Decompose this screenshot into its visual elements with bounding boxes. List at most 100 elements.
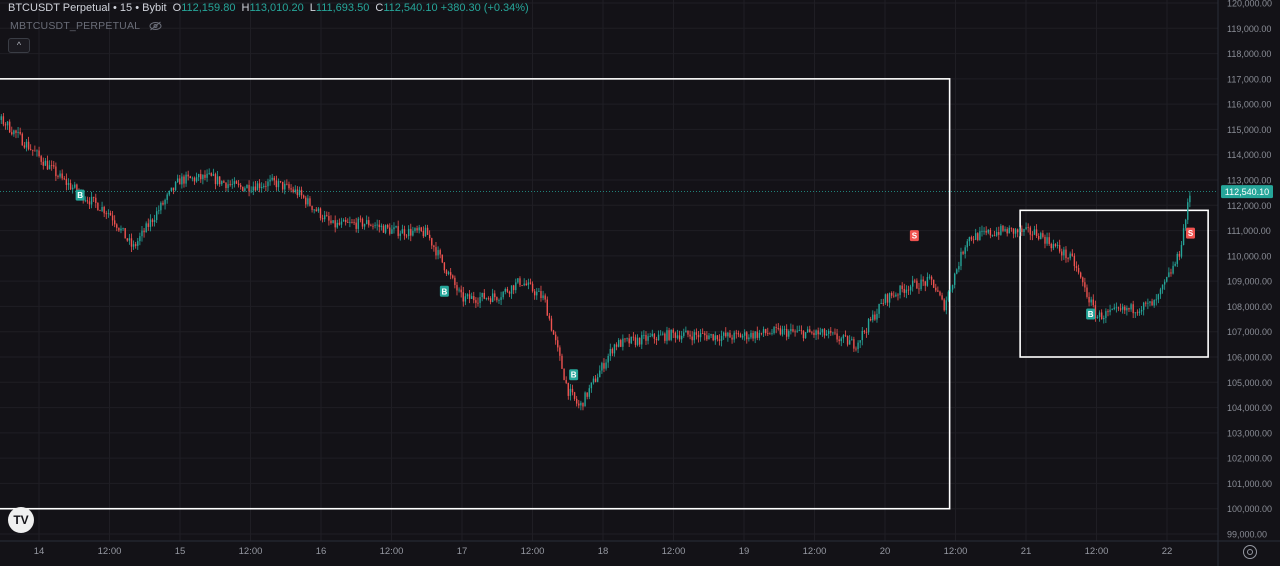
candle-body xyxy=(118,227,120,231)
candle-body xyxy=(2,116,5,125)
candle-body xyxy=(1084,282,1086,288)
candle-body xyxy=(1094,305,1097,319)
candle-body xyxy=(412,230,414,236)
candle-body xyxy=(1124,306,1126,311)
candle-body xyxy=(357,218,359,229)
symbol-name[interactable]: BTCUSDT Perpetual xyxy=(8,2,110,14)
candle-body xyxy=(422,230,425,237)
candle-body xyxy=(107,212,110,214)
candle-body xyxy=(655,338,658,341)
candle-body xyxy=(368,220,370,226)
candle-body xyxy=(176,178,179,182)
candle-body xyxy=(67,183,70,185)
y-tick-label: 111,000.00 xyxy=(1227,226,1271,236)
candle-body xyxy=(544,295,546,300)
candle-body xyxy=(1174,263,1176,266)
candle-body xyxy=(653,333,656,339)
candle-body xyxy=(903,288,905,293)
candle-body xyxy=(1103,318,1105,320)
candle-body xyxy=(987,229,989,233)
candle-body xyxy=(134,244,137,246)
candle-body xyxy=(466,294,469,297)
candle-body xyxy=(1096,316,1099,319)
candle-body xyxy=(882,303,884,304)
candle-body xyxy=(1132,304,1134,314)
candle-body xyxy=(645,334,647,341)
candle-body xyxy=(611,348,614,354)
y-tick-label: 108,000.00 xyxy=(1227,302,1272,312)
candle-body xyxy=(456,285,458,291)
candle-body xyxy=(233,181,236,185)
gear-icon[interactable] xyxy=(1243,545,1257,559)
candle-body xyxy=(464,296,467,302)
candle-body xyxy=(416,228,418,231)
candle-body xyxy=(626,338,628,340)
candle-body xyxy=(1050,243,1052,249)
candle-body xyxy=(1119,308,1122,310)
candle-body xyxy=(813,332,815,335)
candle-body xyxy=(372,225,374,227)
candle-body xyxy=(1069,253,1071,259)
x-tick-label: 20 xyxy=(880,546,891,557)
candle-body xyxy=(1180,244,1183,257)
candle-body xyxy=(76,184,78,192)
candle-body xyxy=(99,210,101,212)
candle-body xyxy=(529,282,532,284)
candle-body xyxy=(811,332,813,334)
candle-body xyxy=(449,272,452,276)
candle-body xyxy=(15,130,17,133)
candle-body xyxy=(1113,307,1115,309)
indicator-row: MBTCUSDT_PERPETUAL xyxy=(10,20,162,34)
x-tick-label: 12:00 xyxy=(380,546,404,557)
y-tick-label: 115,000.00 xyxy=(1227,125,1271,135)
candle-body xyxy=(1023,229,1025,232)
candle-body xyxy=(116,224,118,228)
candle-body xyxy=(746,332,748,340)
candle-body xyxy=(958,266,960,270)
candle-body xyxy=(170,187,173,191)
indicator-label[interactable]: MBTCUSDT_PERPETUAL xyxy=(10,20,140,32)
candle-body xyxy=(1159,289,1162,295)
candle-body xyxy=(977,233,979,241)
candle-body xyxy=(63,178,65,180)
candle-body xyxy=(622,338,624,347)
candle-body xyxy=(1100,312,1103,320)
chevron-up-icon[interactable]: ^ xyxy=(8,38,30,53)
candle-body xyxy=(935,287,937,291)
candle-body xyxy=(792,329,794,332)
candle-body xyxy=(628,338,630,344)
candle-body xyxy=(252,186,254,191)
buy-signal-marker xyxy=(439,285,449,297)
candle-body xyxy=(435,247,437,256)
candle-body xyxy=(956,269,958,274)
tradingview-logo[interactable]: TV xyxy=(8,507,34,533)
candle-body xyxy=(27,141,30,150)
candle-body xyxy=(1138,311,1141,314)
candle-body xyxy=(533,291,536,296)
candle-body xyxy=(819,332,821,335)
candle-body xyxy=(909,286,912,291)
candle-body xyxy=(893,295,895,297)
candle-body xyxy=(725,332,727,337)
candle-body xyxy=(1107,311,1109,313)
candle-body xyxy=(17,131,19,133)
candle-body xyxy=(981,230,983,232)
candle-body xyxy=(907,289,910,291)
candle-body xyxy=(569,388,572,396)
candle-body xyxy=(506,288,509,292)
candle-body xyxy=(19,131,21,134)
candle-body xyxy=(830,330,832,333)
candle-body xyxy=(825,333,828,336)
interval[interactable]: 15 xyxy=(119,2,133,14)
candle-body xyxy=(704,333,706,336)
candle-body xyxy=(172,187,175,191)
candle-body xyxy=(714,335,716,341)
candle-body xyxy=(332,220,334,224)
candle-body xyxy=(624,338,626,340)
candle-body xyxy=(25,141,28,148)
eye-crossed-icon[interactable] xyxy=(149,21,162,34)
candle-body xyxy=(752,332,754,339)
candle-body xyxy=(517,278,519,283)
candle-body xyxy=(960,251,962,267)
